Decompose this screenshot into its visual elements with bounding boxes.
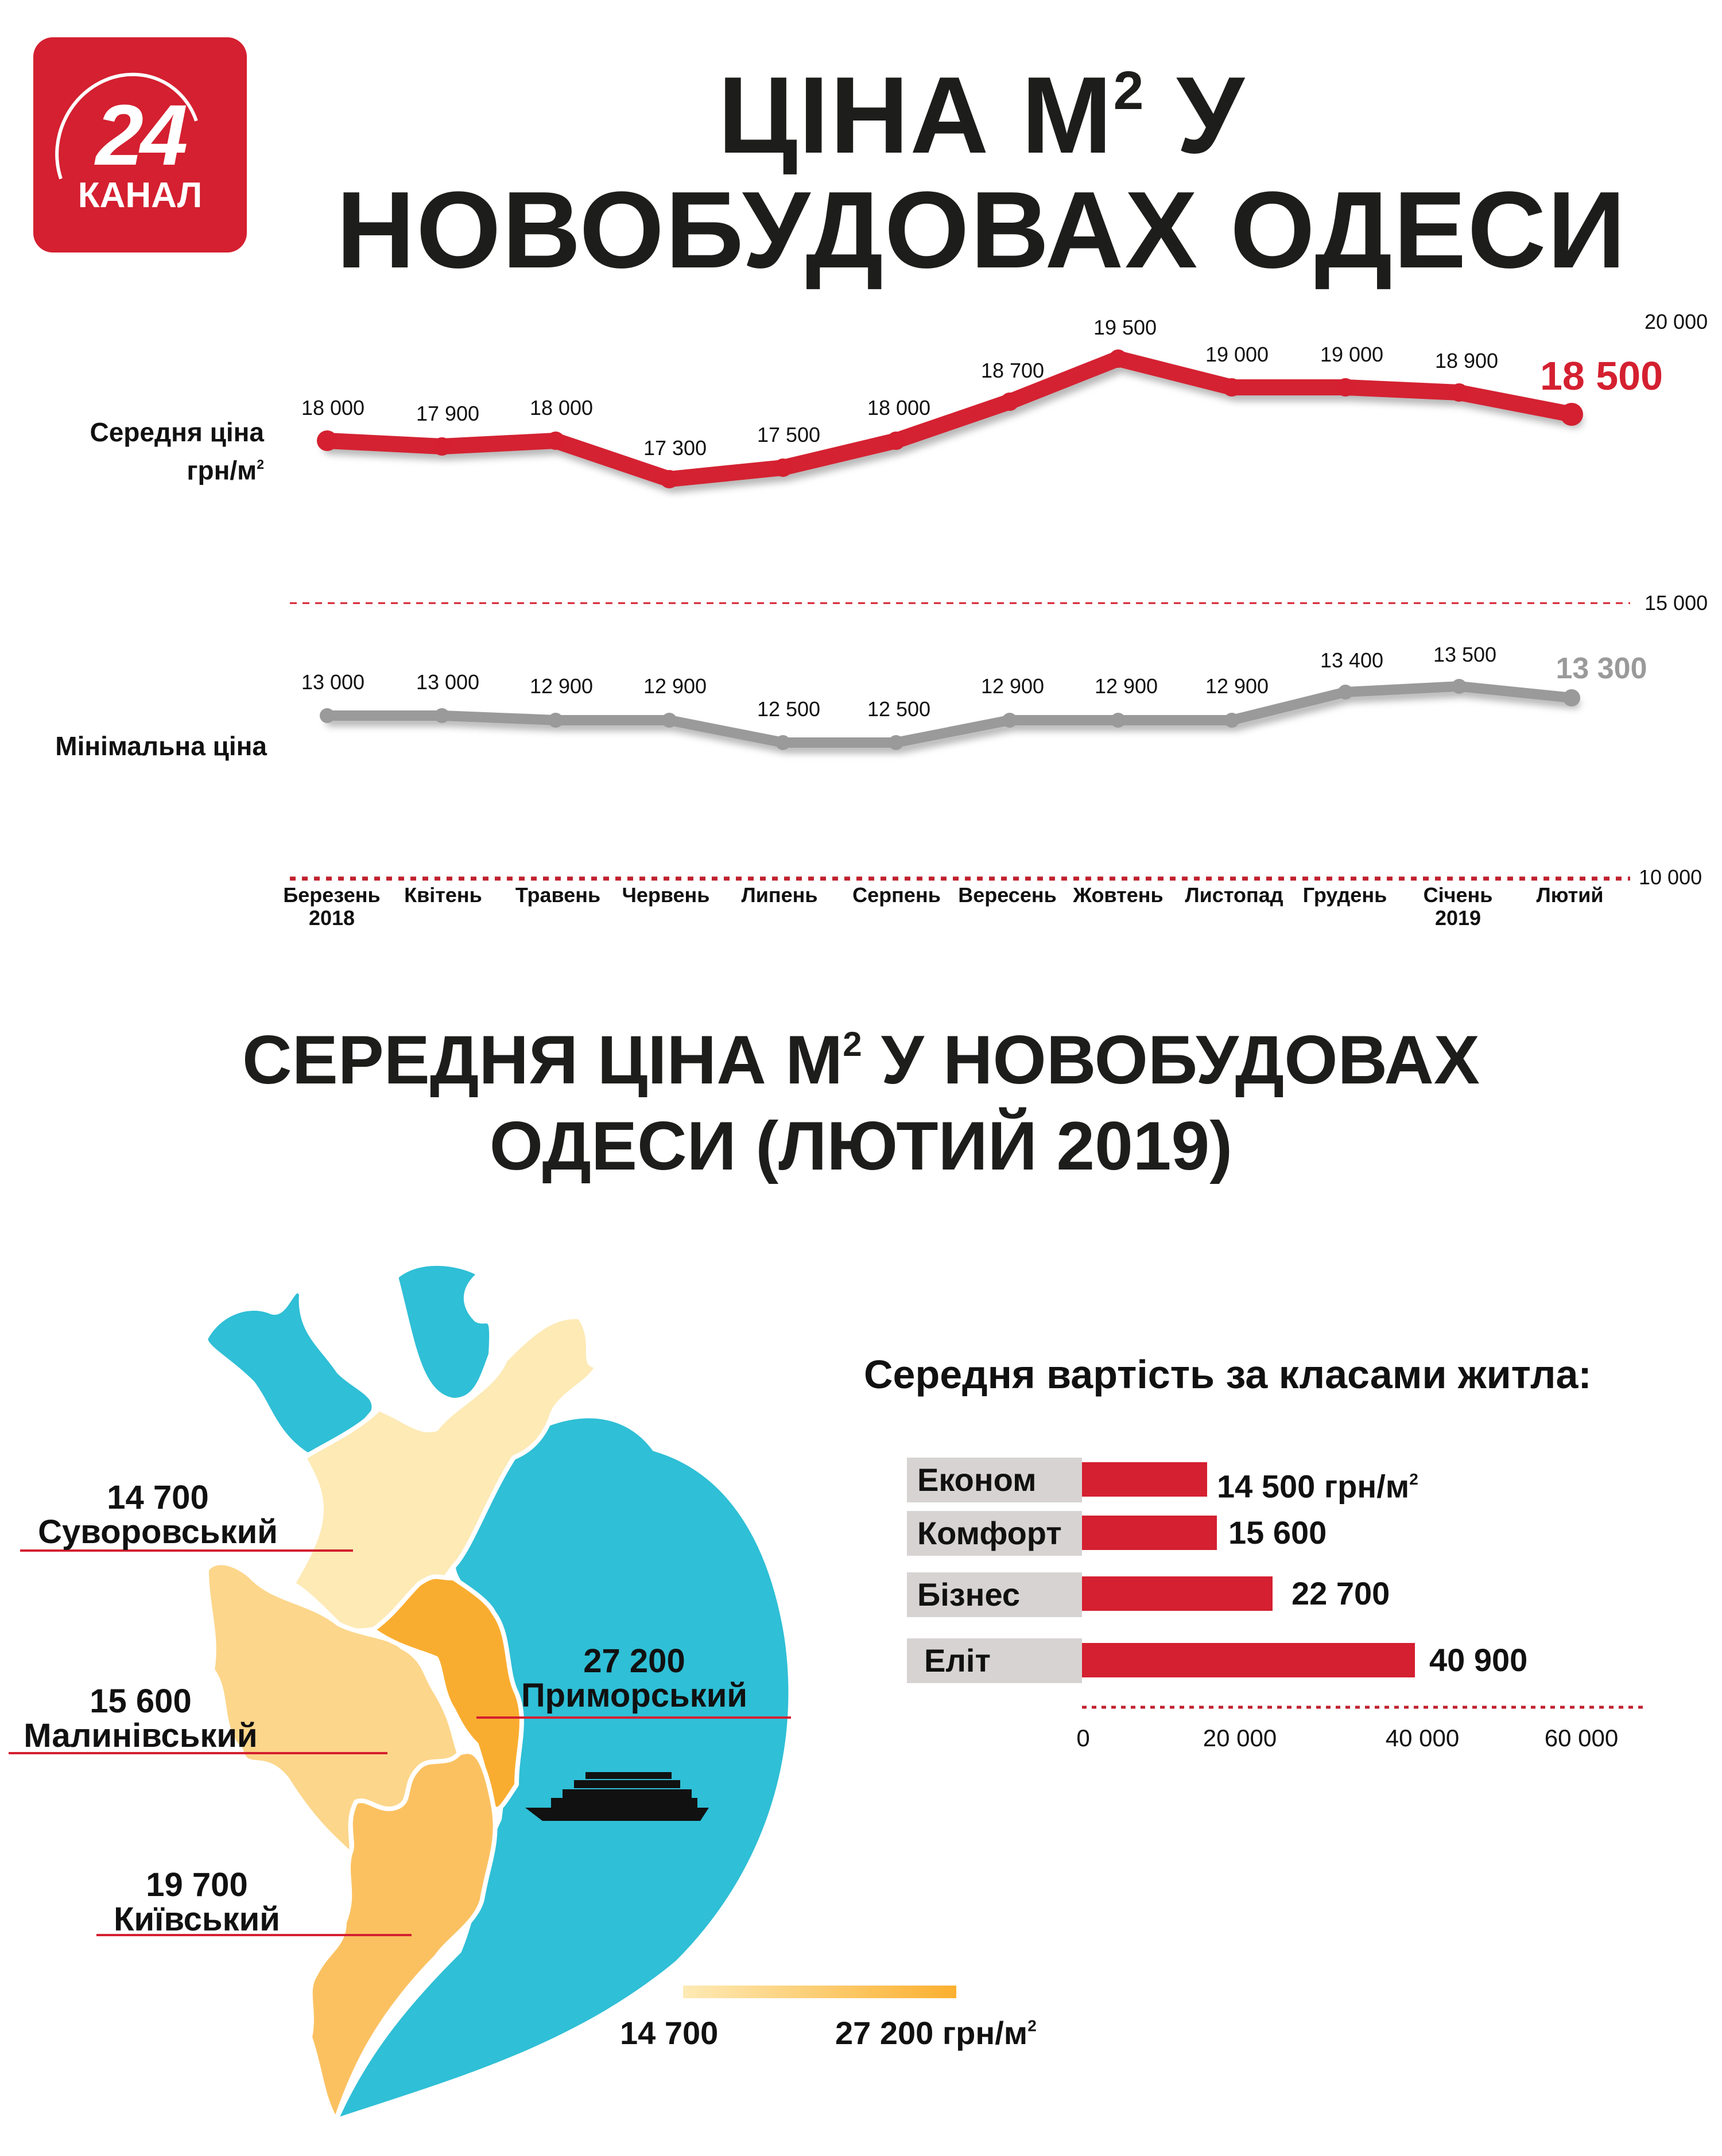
lake-west [203,1288,377,1457]
bar-comfort [1082,1516,1217,1550]
bar-business [1082,1576,1273,1611]
min-value: 12 900 [643,674,707,698]
min-value: 13 500 [1433,643,1497,666]
x-tick: 20 000 [1203,1724,1277,1751]
title-text: У [1145,55,1246,176]
month-label: Жовтень [1073,883,1163,907]
class-label-elite: Еліт [907,1638,1082,1683]
avg-value: 18 900 [1434,349,1499,372]
avg-value: 17 300 [643,436,707,460]
district-kyivskyi-label: 19 700 Київський [114,1866,280,1938]
bar-value-comfort: 15 600 [1228,1514,1327,1551]
month-label: Квітень [404,883,482,907]
x-tick: 40 000 [1385,1724,1460,1751]
district-suvorovskyi [290,1314,599,1633]
min-value: 12 900 [529,674,594,698]
min-price-label: Мінімальна ціна [55,731,267,761]
district-malynivskyi-label: 15 600 Малинівський [24,1683,258,1754]
avg-value: 18 000 [529,396,594,419]
class-label-comfort: Комфорт [907,1511,1082,1556]
avg-value: 19 000 [1205,343,1269,366]
avg-value: 18 000 [867,396,931,419]
lake-east [394,1261,494,1403]
y-tick-15000: 15 000 [1645,591,1708,615]
min-value: 12 500 [757,697,821,721]
x-tick: 0 [1076,1724,1090,1751]
month-label: Лютий [1536,883,1604,907]
avg-label-line2: грн/м [187,455,257,485]
min-value: 13 000 [301,670,365,694]
min-value: 12 900 [1094,674,1158,698]
avg-value: 17 500 [757,423,821,446]
avg-price-markers [317,349,1583,488]
month-label: Грудень [1302,883,1387,907]
title-sup: 2 [1113,60,1145,121]
avg-value: 17 900 [416,402,480,425]
avg-value: 19 500 [1093,316,1157,339]
min-price-line [322,681,1577,748]
bar-elite [1082,1643,1415,1677]
class-label-econom: Економ [907,1458,1082,1502]
min-price-markers [320,679,1580,750]
y-tick-10000: 10 000 [1639,865,1702,889]
x-tick: 60 000 [1544,1724,1619,1751]
channel-logo: 24 КАНАЛ [30,37,247,252]
avg-value: 18 000 [301,396,365,419]
title-text: ЦІНА М [718,55,1114,176]
bar-axis [1082,1706,1647,1709]
min-value-current: 13 300 [1556,652,1647,685]
bar-value-elite: 40 900 [1429,1642,1528,1678]
bar-econom [1082,1462,1207,1497]
district-prymorskyi [371,1574,524,1812]
month-label: Січень 2019 [1423,883,1493,930]
title-line2: НОВОБУДОВАХ ОДЕСИ [336,169,1627,291]
classes-title: Середня вартість за класами житла: [864,1352,1592,1397]
avg-value-current: 18 500 [1539,353,1663,398]
min-value: 12 900 [980,674,1045,698]
avg-label-sup: 2 [257,457,264,472]
legend-max: 27 200 грн/м2 [835,2015,1037,2051]
bar-value-econom: 14 500 грн/м2 [1217,1468,1418,1505]
class-label-business: Бізнес [907,1572,1082,1617]
month-label: Травень [515,883,601,907]
legend-min: 14 700 [620,2015,719,2051]
logo-word: КАНАЛ [77,176,203,215]
odesa-district-map [9,1261,793,2123]
month-label: Вересень [958,883,1057,907]
avg-value: 18 700 [980,359,1045,382]
section-title: СЕРЕДНЯ ЦІНА М2 У НОВОБУДОВАХ ОДЕСИ (ЛЮТ… [242,1021,1480,1184]
min-value: 13 400 [1320,648,1384,672]
color-scale-legend [683,1986,956,1998]
month-label: Листопад [1185,883,1283,907]
y-tick-20000: 20 000 [1645,310,1708,333]
month-label: Червень [622,883,710,907]
bar-value-business: 22 700 [1292,1575,1390,1611]
month-label: Березень 2018 [283,883,381,930]
min-value: 13 000 [416,670,480,694]
month-label: Серпень [852,883,941,907]
logo-number: 24 [95,87,188,183]
min-value: 12 500 [867,697,931,721]
avg-label-line1: Середня ціна [90,417,264,447]
district-suvorovskyi-label: 14 700 Суворовський [38,1479,278,1551]
district-prymorskyi-label: 27 200 Приморський [521,1642,748,1714]
page-title: ЦІНА М2 У НОВОБУДОВАХ ОДЕСИ [270,33,1693,288]
avg-price-label: Середня ціна грн/м2 [23,416,264,486]
avg-value: 19 000 [1320,343,1384,366]
month-label: Липень [741,883,818,907]
avg-price-line [319,351,1580,487]
line-chart [290,349,1630,881]
ship-icon [525,1772,709,1821]
min-value: 12 900 [1205,674,1269,698]
